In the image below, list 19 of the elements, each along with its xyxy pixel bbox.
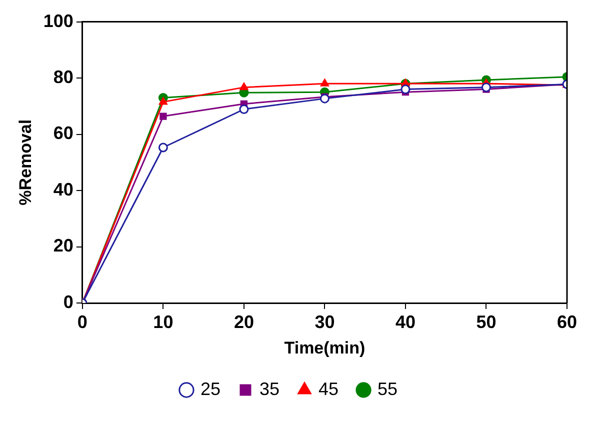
x-tick-label: 20 bbox=[234, 312, 254, 332]
legend-label: 35 bbox=[259, 378, 280, 399]
y-axis-title: %Removal bbox=[16, 119, 35, 206]
legend-label: 45 bbox=[318, 378, 339, 399]
legend-label: 25 bbox=[200, 378, 220, 399]
y-tick-label: 60 bbox=[53, 123, 74, 144]
x-tick-label: 10 bbox=[153, 312, 174, 332]
x-tick-label: 40 bbox=[395, 312, 416, 332]
y-tick-label: 0 bbox=[63, 292, 74, 312]
legend-label: 55 bbox=[378, 378, 398, 399]
x-tick-label: 60 bbox=[556, 312, 578, 332]
x-tick-label: 50 bbox=[476, 312, 496, 332]
x-tick-label: 0 bbox=[77, 312, 88, 332]
y-tick-label: 100 bbox=[43, 10, 74, 31]
x-axis-title: Time(min) bbox=[284, 338, 366, 358]
y-tick-label: 40 bbox=[53, 179, 74, 200]
y-tick-label: 80 bbox=[53, 67, 74, 88]
x-tick-label: 30 bbox=[314, 312, 335, 332]
y-tick-label: 20 bbox=[53, 236, 74, 256]
